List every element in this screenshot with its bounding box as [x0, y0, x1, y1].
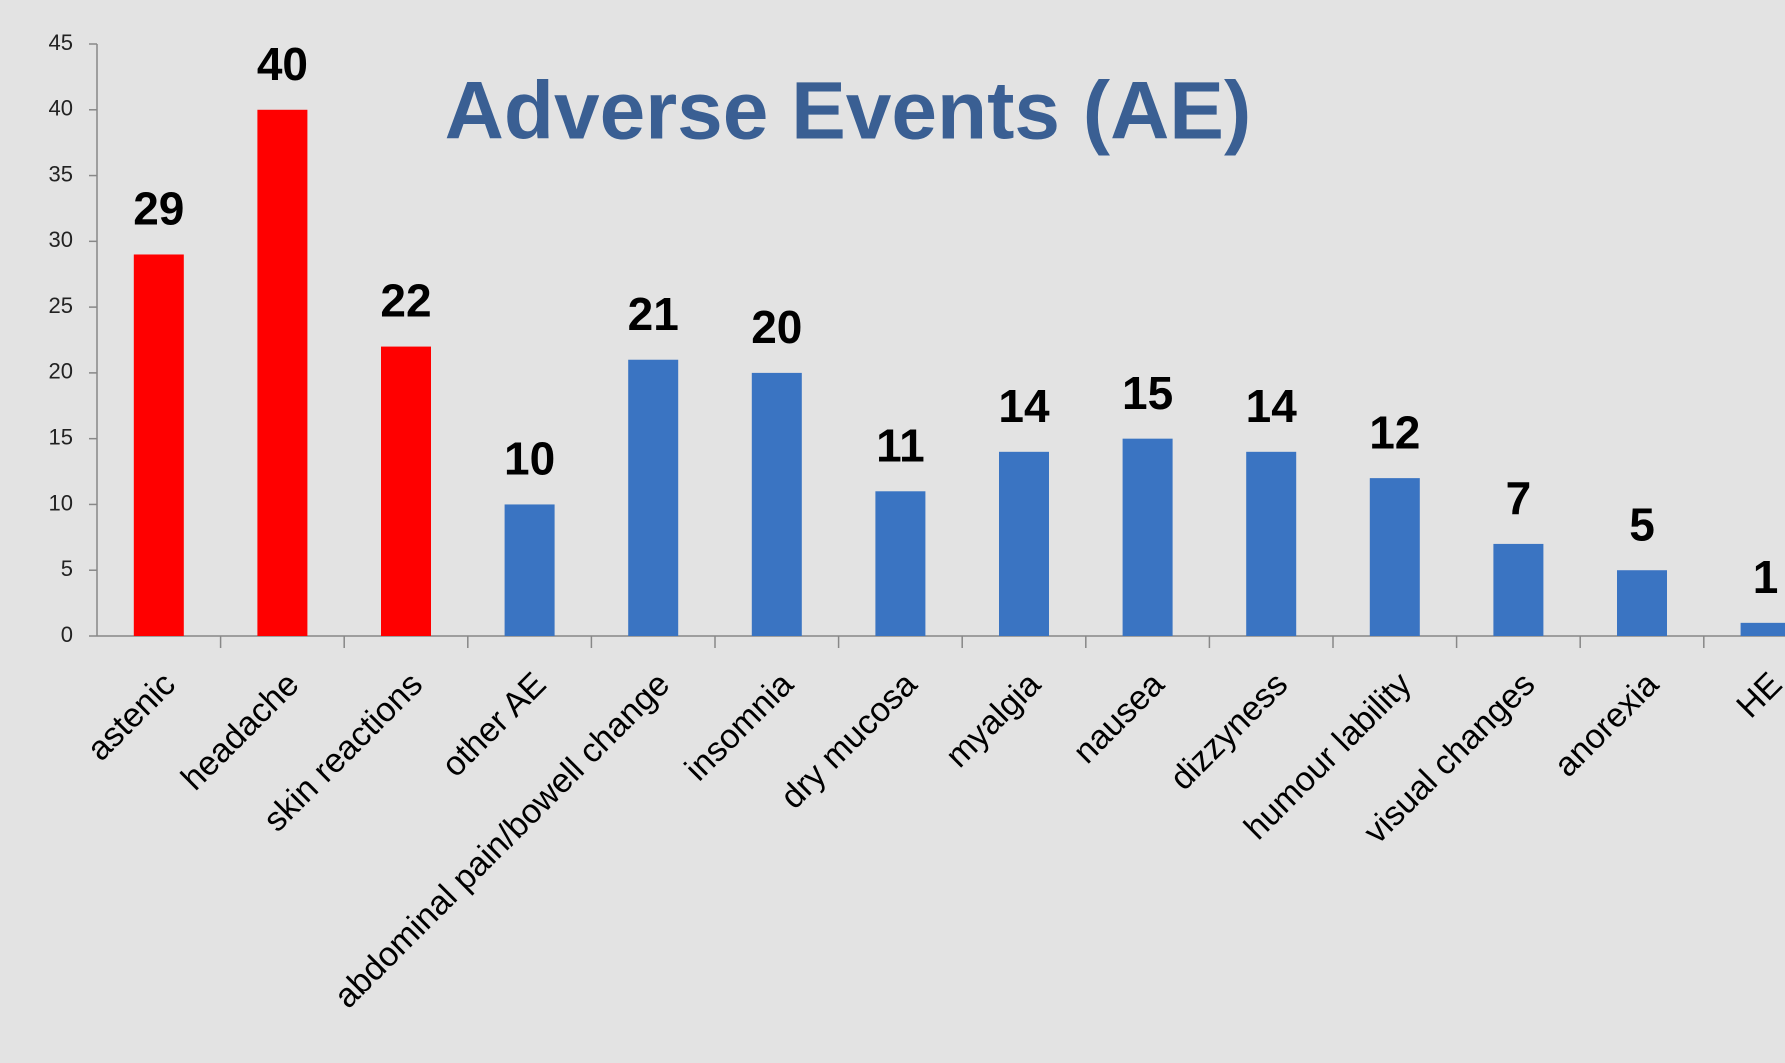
- y-tick-label: 20: [49, 359, 73, 384]
- value-label: 40: [257, 38, 308, 90]
- x-tick-label: nausea: [1066, 665, 1172, 771]
- chart-title: Adverse Events (AE): [445, 66, 1252, 157]
- y-tick-label: 0: [61, 622, 73, 647]
- x-tick-label: insomnia: [678, 665, 801, 788]
- bar: [875, 491, 926, 636]
- bar: [1122, 438, 1173, 636]
- bar: [257, 109, 308, 637]
- value-label: 15: [1122, 367, 1173, 419]
- y-tick-label: 5: [61, 556, 73, 581]
- value-label: 14: [998, 380, 1050, 432]
- bar: [1617, 570, 1667, 636]
- value-label: 21: [628, 288, 679, 340]
- x-tick-label: anorexia: [1547, 665, 1666, 784]
- y-tick-label: 40: [49, 96, 73, 121]
- y-tick-label: 30: [49, 227, 73, 252]
- bar: [999, 451, 1049, 636]
- x-tick-label: astenic: [80, 665, 183, 768]
- value-label: 1: [1753, 551, 1779, 603]
- value-label: 22: [380, 275, 431, 327]
- value-label: 12: [1369, 406, 1420, 458]
- value-label: 5: [1629, 498, 1655, 550]
- bar: [1493, 543, 1544, 636]
- bar: [1369, 478, 1420, 636]
- x-tick-label: headache: [174, 665, 306, 797]
- y-tick-label: 10: [49, 490, 73, 515]
- y-tick-label: 25: [49, 293, 73, 318]
- value-label: 20: [751, 301, 802, 353]
- x-tick-label: dizzyness: [1163, 665, 1295, 797]
- y-tick-label: 35: [49, 161, 73, 186]
- x-tick-label: HE: [1729, 665, 1785, 725]
- bar: [1246, 451, 1297, 636]
- y-tick-label: 45: [49, 30, 73, 55]
- value-label: 29: [133, 183, 184, 235]
- x-tick-label: other AE: [435, 665, 554, 784]
- bar: [751, 372, 802, 636]
- y-tick-label: 15: [49, 424, 73, 449]
- bar: [1740, 622, 1785, 636]
- bar: [504, 504, 555, 636]
- value-label: 14: [1246, 380, 1298, 432]
- value-label: 7: [1506, 472, 1532, 524]
- bar: [628, 359, 679, 636]
- value-label: 10: [504, 433, 555, 485]
- bar: [381, 346, 431, 636]
- bar: [133, 254, 184, 636]
- x-tick-label: myalgia: [938, 665, 1048, 775]
- value-label: 11: [876, 419, 925, 471]
